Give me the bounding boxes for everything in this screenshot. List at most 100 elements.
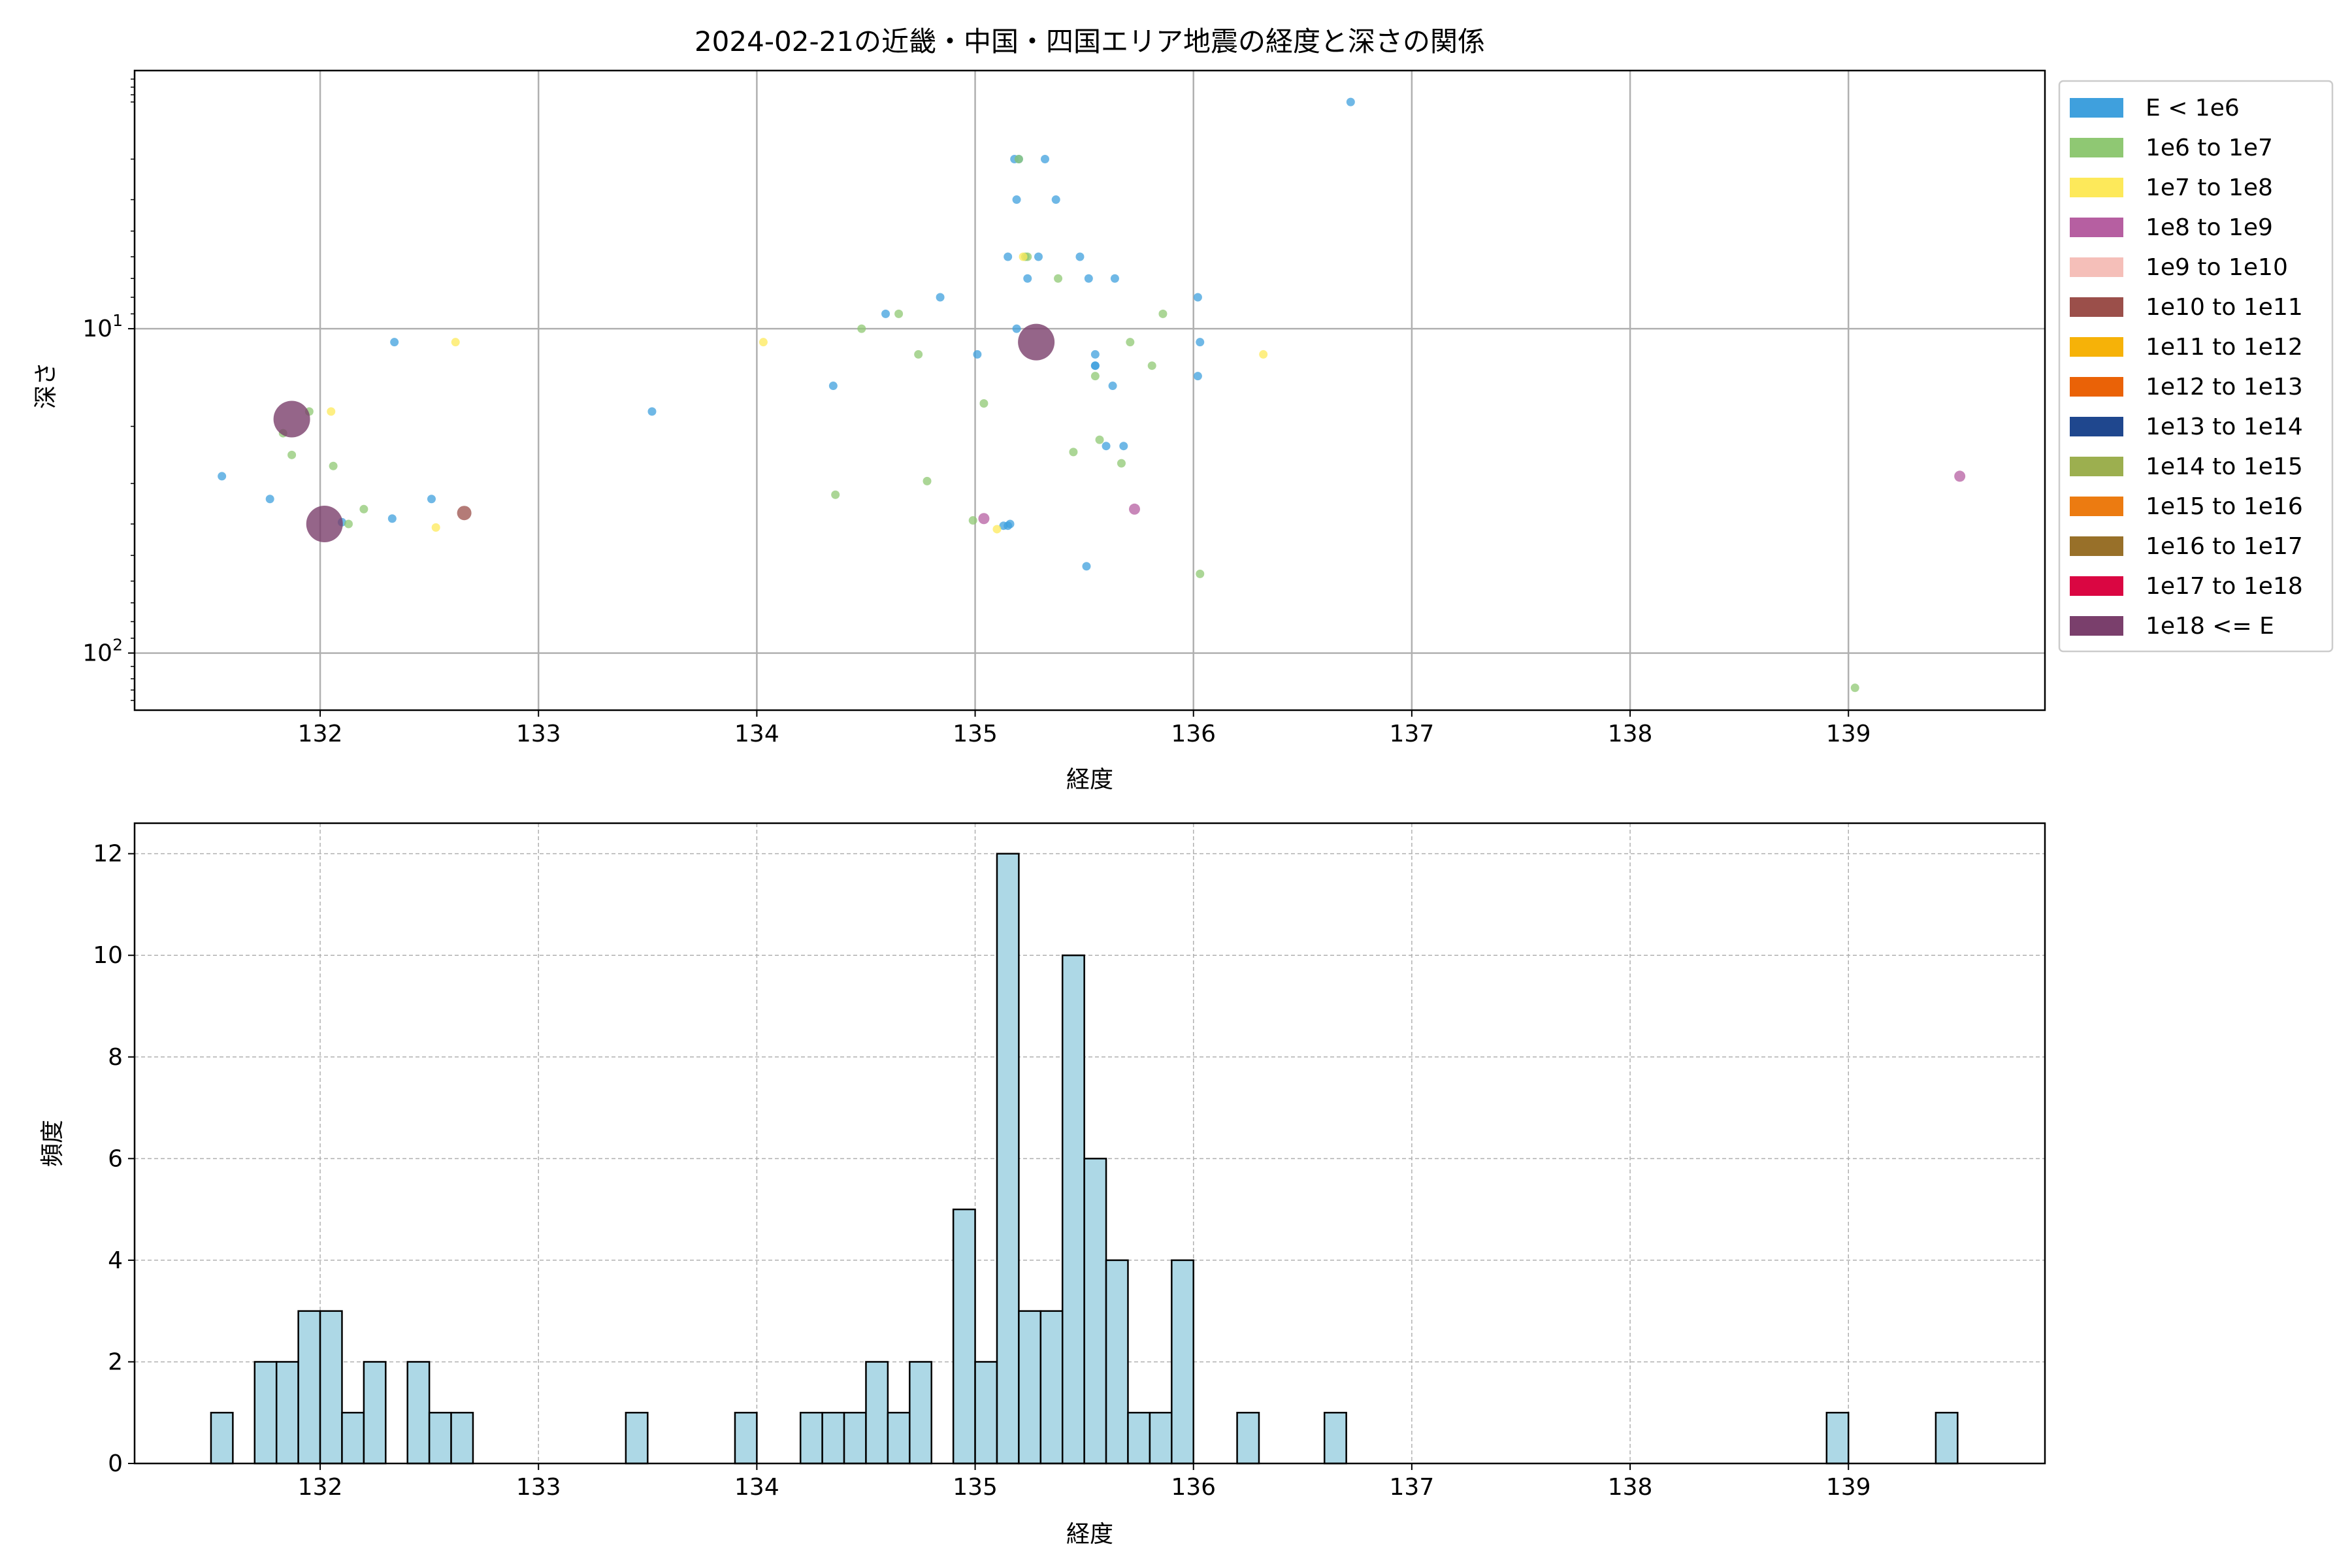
histogram-bar — [1171, 1259, 1194, 1465]
scatter-point — [1119, 442, 1128, 451]
histogram-bar — [275, 1361, 299, 1465]
histogram-y-tick-label: 4 — [108, 1247, 123, 1274]
histogram-bar — [450, 1411, 474, 1465]
histogram-bar — [865, 1361, 889, 1465]
scatter-point — [1090, 372, 1100, 381]
histogram-bar — [1039, 1310, 1064, 1465]
scatter-point — [1090, 361, 1100, 370]
histogram-x-tick-label: 132 — [298, 1474, 343, 1501]
scatter-point — [218, 472, 227, 481]
scatter-point — [306, 506, 343, 543]
scatter-point — [287, 450, 297, 459]
scatter-point — [647, 407, 657, 416]
histogram-bar — [909, 1361, 932, 1465]
histogram-x-axis-label: 経度 — [1066, 1521, 1113, 1548]
histogram-x-tick-label: 137 — [1390, 1474, 1435, 1501]
scatter-x-tick-label: 139 — [1826, 721, 1871, 747]
legend-swatch — [2070, 297, 2123, 317]
scatter-point — [979, 399, 988, 408]
legend-swatch — [2070, 576, 2123, 596]
histogram-bar — [1935, 1411, 1959, 1465]
histogram-bar — [319, 1310, 343, 1465]
legend-label: 1e14 to 1e15 — [2146, 453, 2303, 480]
scatter-point — [1193, 293, 1202, 302]
histogram-bars — [210, 853, 1959, 1465]
legend-label: 1e15 to 1e16 — [2146, 493, 2303, 520]
legend-swatch — [2070, 138, 2123, 157]
scatter-point — [1018, 323, 1055, 361]
histogram-x-tick-label: 139 — [1826, 1474, 1871, 1501]
legend-label: 1e13 to 1e14 — [2146, 414, 2303, 440]
legend-label: 1e18 <= E — [2146, 613, 2274, 640]
legend-swatch — [2070, 417, 2123, 436]
scatter-point — [457, 506, 472, 521]
legend-swatch — [2070, 377, 2123, 397]
scatter-point — [978, 513, 990, 525]
legend-box — [2058, 80, 2334, 653]
scatter-point — [1004, 521, 1013, 531]
scatter-point — [1012, 195, 1021, 204]
histogram-y-tick-label: 2 — [108, 1348, 123, 1375]
scatter-point — [1019, 252, 1028, 261]
scatter-point — [1147, 361, 1156, 370]
legend-swatch — [2070, 178, 2123, 197]
scatter-point — [857, 324, 866, 333]
scatter-y-axis-label: 深さ — [33, 362, 59, 409]
legend-swatch — [2070, 616, 2123, 636]
histogram-bar — [406, 1361, 431, 1465]
scatter-point — [1108, 382, 1117, 391]
scatter-point — [1012, 324, 1021, 333]
scatter-point — [1095, 435, 1104, 444]
histogram-bar — [799, 1411, 823, 1465]
scatter-point — [1259, 350, 1268, 359]
scatter-point — [1850, 683, 1859, 693]
legend-swatch — [2070, 457, 2123, 476]
histogram-x-tick-label: 134 — [734, 1474, 779, 1501]
scatter-point — [1110, 274, 1119, 283]
legend-swatch — [2070, 497, 2123, 516]
histogram-bar — [1061, 954, 1085, 1465]
scatter-point — [1054, 274, 1063, 283]
histogram-bar — [1105, 1259, 1129, 1465]
scatter-grid — [135, 71, 2045, 710]
scatter-point — [1004, 252, 1013, 261]
scatter-point — [1051, 195, 1060, 204]
scatter-points — [218, 97, 1966, 693]
histogram-bar — [1018, 1310, 1042, 1465]
histogram-bar — [1236, 1411, 1260, 1465]
scatter-point — [387, 514, 397, 523]
legend-swatch — [2070, 98, 2123, 118]
scatter-series — [457, 506, 472, 521]
histogram-y-tick-label: 12 — [93, 841, 123, 868]
scatter-point — [1102, 442, 1111, 451]
histogram-y-tick-label: 8 — [108, 1044, 123, 1071]
histogram-bar — [210, 1411, 234, 1465]
histogram-bar — [625, 1411, 649, 1465]
histogram-bar — [996, 853, 1020, 1465]
legend-swatch — [2070, 536, 2123, 556]
scatter-series — [273, 323, 1055, 543]
histogram-bar — [297, 1310, 321, 1465]
scatter-point — [1075, 252, 1085, 261]
scatter-point — [1158, 309, 1168, 318]
histogram-bar — [952, 1208, 976, 1465]
histogram-chart: 132 133 134 135 136 137 138 139 0 2 4 6 8 10 12 経度 頻度 — [39, 822, 2046, 1548]
legend-swatch — [2070, 337, 2123, 357]
scatter-point — [1090, 350, 1100, 359]
histogram-x-tick-label: 133 — [516, 1474, 561, 1501]
scatter-point — [923, 476, 932, 485]
legend-label: 1e6 to 1e7 — [2146, 135, 2273, 161]
scatter-x-tick-label: 135 — [953, 721, 998, 747]
scatter-point — [831, 490, 840, 499]
scatter-point — [1084, 274, 1093, 283]
scatter-point — [1193, 372, 1202, 381]
scatter-point — [329, 461, 338, 470]
scatter-point — [828, 382, 838, 391]
histogram-bar — [341, 1411, 365, 1465]
histogram-bar — [887, 1411, 911, 1465]
scatter-point — [992, 525, 1002, 534]
histogram-x-tick-label: 135 — [953, 1474, 998, 1501]
scatter-plot-frame — [133, 69, 2046, 711]
